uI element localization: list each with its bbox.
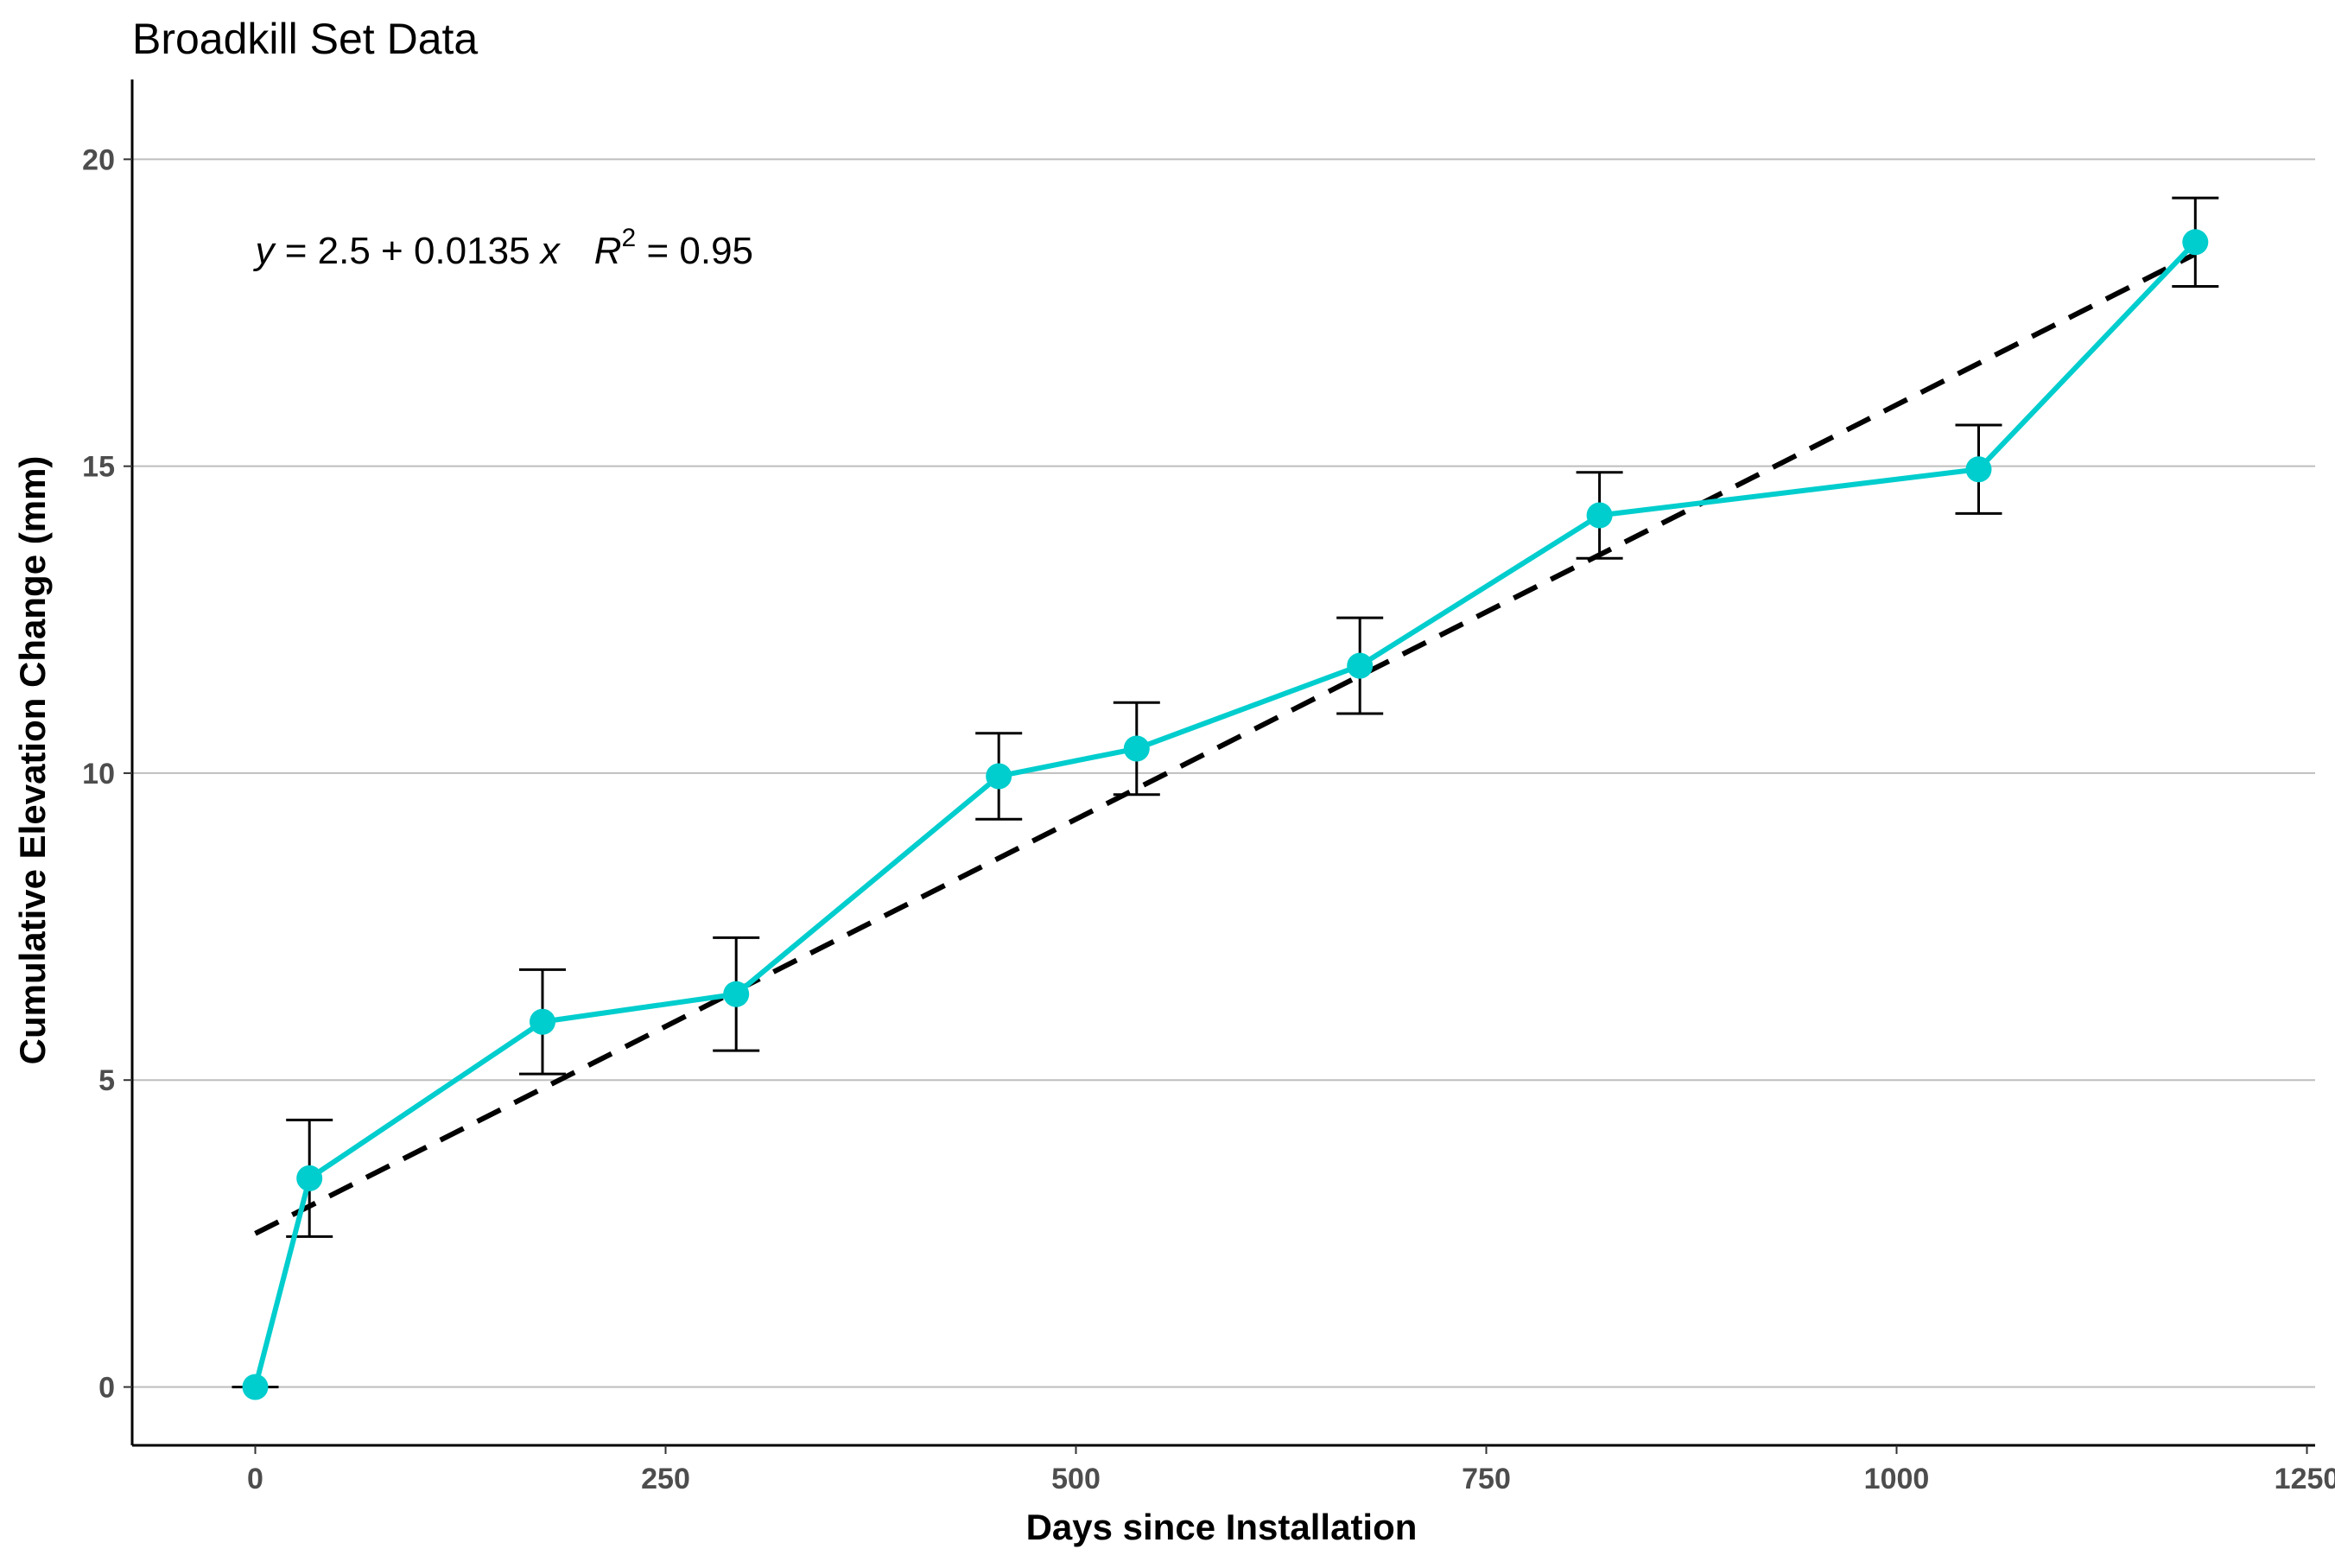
y-axis-title: Cumulative Elevation Change (mm): [12, 456, 53, 1065]
x-tick-label-250: 250: [641, 1463, 690, 1495]
data-point: [296, 1165, 323, 1191]
data-point: [242, 1374, 269, 1400]
data-point: [1123, 735, 1150, 762]
annotation-y-var: y: [253, 230, 277, 272]
annotation-x-var: x: [539, 230, 562, 272]
y-tick-label-15: 15: [82, 451, 115, 484]
regression-line: [254, 251, 2197, 1236]
ticks: 0 5 10 15 20 0 250 500 750 1000 1250: [82, 143, 2335, 1495]
grid: [132, 158, 2315, 1388]
series-line: [252, 240, 2198, 1388]
annotation-r-value: = 0.95: [636, 230, 753, 272]
data-point: [723, 981, 750, 1007]
data-point: [530, 1008, 555, 1035]
x-tick-label-750: 750: [1462, 1463, 1511, 1495]
regression-annotation: y = 2.5 + 0.0135 x R2 = 0.95: [253, 224, 754, 272]
y-tick-label-10: 10: [82, 758, 115, 790]
y-tick-label-5: 5: [98, 1064, 115, 1097]
x-axis-title: Days since Installation: [1026, 1507, 1418, 1547]
data-point: [1586, 502, 1613, 529]
chart-title: Broadkill Set Data: [132, 15, 478, 63]
data-point: [2182, 229, 2209, 256]
series-layer: [232, 196, 2219, 1400]
data-point: [1965, 456, 1992, 483]
data-point: [986, 763, 1012, 790]
x-tick-label-0: 0: [247, 1463, 263, 1495]
annotation-r-exp: 2: [622, 224, 637, 252]
x-tick-label-1250: 1250: [2275, 1463, 2335, 1495]
annotation-equation: = 2.5 + 0.0135: [275, 230, 541, 272]
y-tick-label-20: 20: [82, 143, 115, 176]
x-tick-label-500: 500: [1051, 1463, 1101, 1495]
fit-layer: [254, 251, 2197, 1236]
axes: [130, 79, 2315, 1447]
y-tick-label-0: 0: [98, 1371, 115, 1404]
x-tick-label-1000: 1000: [1864, 1463, 1930, 1495]
annotation-r-var: R: [594, 230, 622, 272]
data-point: [1347, 652, 1374, 679]
